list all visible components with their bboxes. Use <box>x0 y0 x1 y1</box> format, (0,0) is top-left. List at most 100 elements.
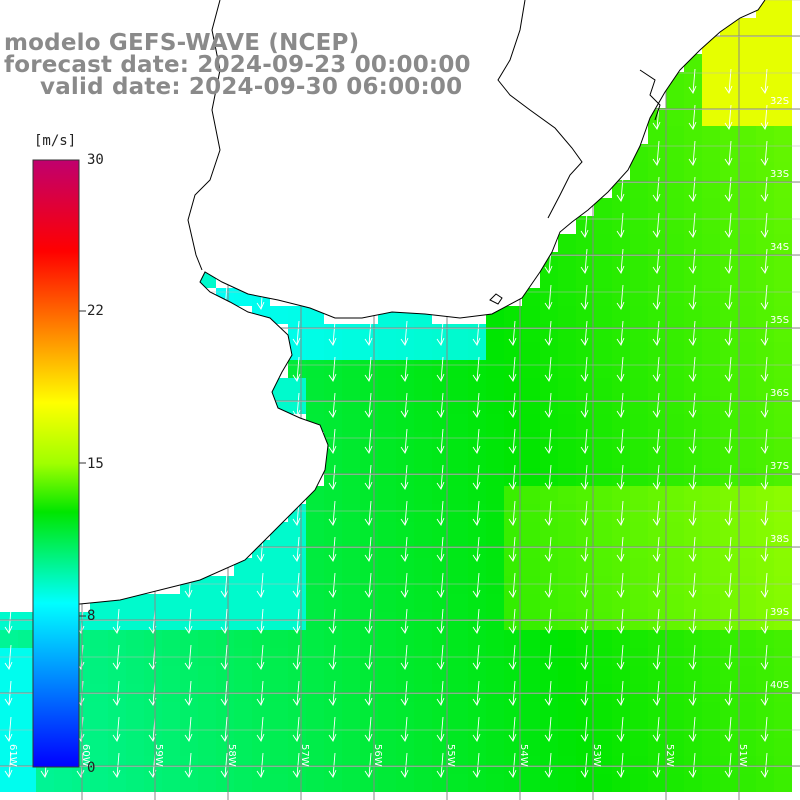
wind-cell <box>432 702 450 720</box>
wind-cell <box>756 594 774 612</box>
wind-arrow <box>112 716 121 742</box>
wind-cell <box>360 612 378 630</box>
wind-cell <box>540 378 558 396</box>
wind-cell <box>720 72 738 90</box>
wind-cell <box>144 720 162 738</box>
wind-arrow <box>724 320 733 346</box>
wind-arrow <box>544 608 553 634</box>
wind-arrow <box>400 608 409 634</box>
wind-cell <box>774 54 792 72</box>
wind-cell <box>540 414 558 432</box>
wind-cell <box>504 324 522 342</box>
wind-arrow <box>436 572 445 598</box>
wind-arrow <box>328 464 337 490</box>
latitude-label: 36S <box>770 388 789 399</box>
wind-cell <box>720 594 738 612</box>
wind-arrow <box>472 752 481 778</box>
wind-arrow <box>580 464 589 490</box>
wind-arrow <box>508 752 517 778</box>
wind-cell <box>0 756 18 774</box>
wind-cell <box>162 702 180 720</box>
wind-cell <box>666 594 684 612</box>
wind-cell <box>198 612 216 630</box>
wind-cell <box>630 720 648 738</box>
wind-cell <box>360 504 378 522</box>
wind-cell <box>504 540 522 558</box>
wind-cell <box>774 522 792 540</box>
wind-cell <box>684 360 702 378</box>
wind-cell <box>288 306 306 324</box>
wind-cell <box>648 594 666 612</box>
wind-cell <box>594 756 612 774</box>
wind-arrow <box>760 356 769 382</box>
wind-cell <box>198 702 216 720</box>
wind-cell <box>504 342 522 360</box>
wind-cell <box>684 432 702 450</box>
wind-cell <box>324 468 342 486</box>
wind-cell <box>558 522 576 540</box>
wind-cell <box>180 630 198 648</box>
longitude-label: 51W <box>737 744 748 767</box>
wind-cell <box>630 468 648 486</box>
wind-cell <box>702 702 720 720</box>
wind-cell <box>90 630 108 648</box>
wind-cell <box>126 630 144 648</box>
wind-arrow <box>616 716 625 742</box>
wind-cell <box>702 180 720 198</box>
wind-cell <box>774 162 792 180</box>
wind-cell <box>162 774 180 792</box>
wind-cell <box>540 558 558 576</box>
wind-cell <box>702 324 720 342</box>
wind-cell <box>648 612 666 630</box>
wind-arrow <box>364 500 373 526</box>
wind-cell <box>648 756 666 774</box>
wind-cell <box>198 738 216 756</box>
wind-arrow <box>688 248 697 274</box>
wind-cell <box>342 702 360 720</box>
wind-cell <box>576 306 594 324</box>
wind-cell <box>486 612 504 630</box>
wind-cell <box>504 414 522 432</box>
wind-cell <box>378 702 396 720</box>
wind-cell <box>450 378 468 396</box>
wind-cell <box>684 486 702 504</box>
wind-cell <box>648 522 666 540</box>
wind-cell <box>180 594 198 612</box>
wind-arrow <box>472 716 481 742</box>
wind-cell <box>558 612 576 630</box>
wind-cell <box>126 738 144 756</box>
wind-cell <box>738 36 756 54</box>
wind-cell <box>396 612 414 630</box>
wind-cell <box>666 756 684 774</box>
wind-cell <box>756 306 774 324</box>
wind-cell <box>396 396 414 414</box>
wind-cell <box>612 270 630 288</box>
wind-cell <box>630 198 648 216</box>
wind-cell <box>720 198 738 216</box>
wind-arrow <box>760 212 769 238</box>
wind-cell <box>360 576 378 594</box>
wind-cell <box>666 738 684 756</box>
longitude-label: 56W <box>372 744 383 767</box>
wind-cell <box>270 774 288 792</box>
wind-cell <box>540 702 558 720</box>
colorbar <box>32 159 80 768</box>
wind-cell <box>666 90 684 108</box>
wind-cell <box>324 576 342 594</box>
wind-cell <box>468 576 486 594</box>
latitude-label: 33S <box>770 169 789 180</box>
wind-cell <box>648 540 666 558</box>
wind-cell <box>234 630 252 648</box>
wind-arrow <box>760 140 769 166</box>
wind-cell <box>324 774 342 792</box>
wind-cell <box>630 414 648 432</box>
wind-arrow <box>328 428 337 454</box>
wind-cell <box>612 342 630 360</box>
wind-arrow <box>760 500 769 526</box>
wind-cell <box>774 270 792 288</box>
wind-cell <box>378 630 396 648</box>
wind-arrow <box>688 572 697 598</box>
wind-cell <box>684 306 702 324</box>
wind-arrow <box>688 140 697 166</box>
wind-cell <box>774 558 792 576</box>
